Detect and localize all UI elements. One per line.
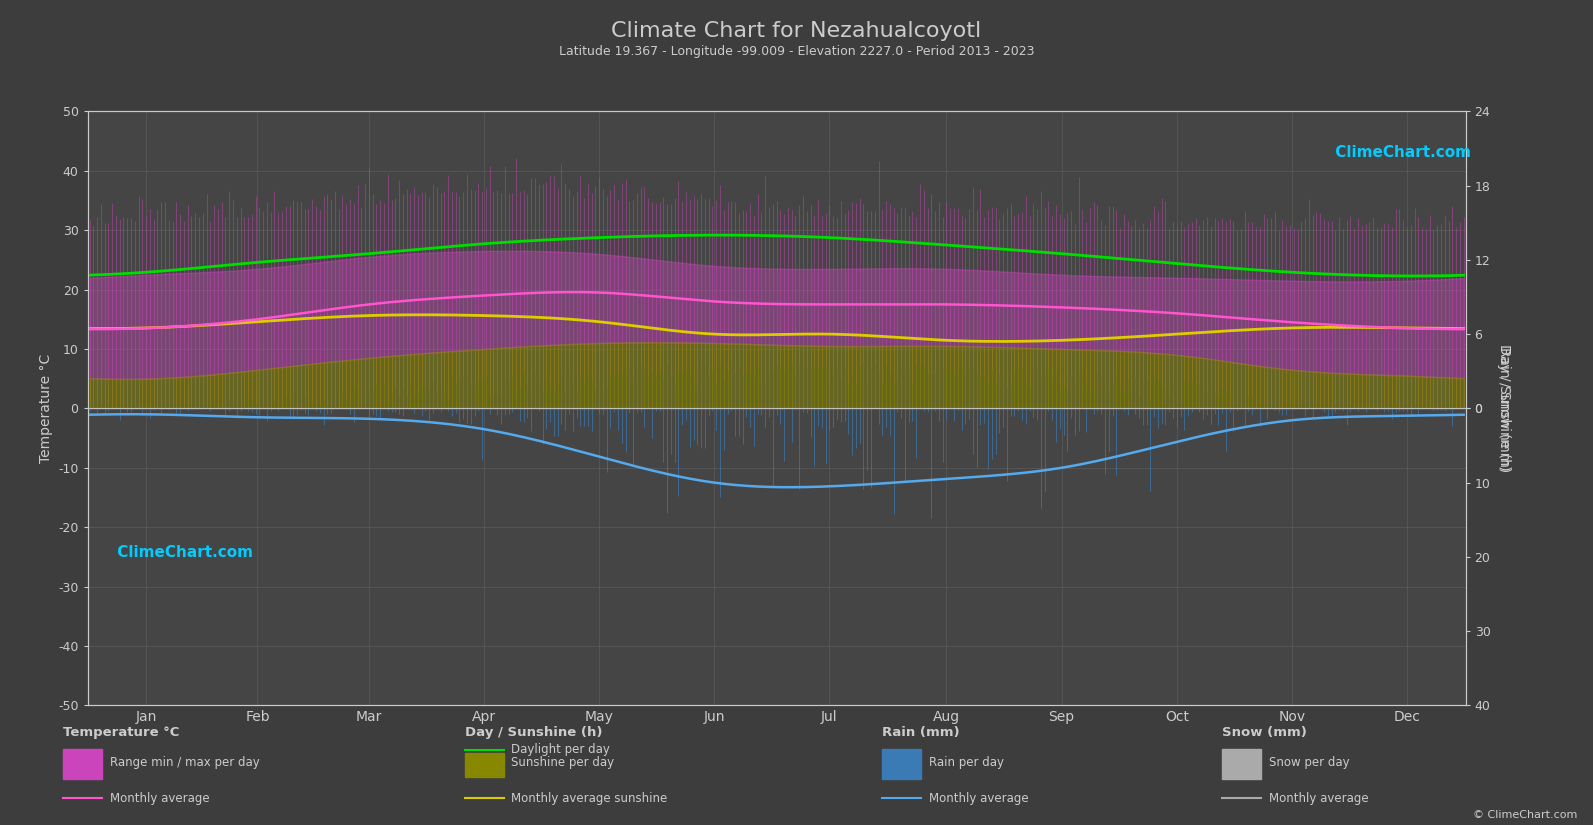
Text: ClimeChart.com: ClimeChart.com <box>1330 145 1472 160</box>
Bar <box>64 749 102 779</box>
Text: Snow (mm): Snow (mm) <box>1222 726 1306 739</box>
Text: Temperature °C: Temperature °C <box>64 726 180 739</box>
Text: Range min / max per day: Range min / max per day <box>110 757 260 769</box>
Bar <box>1222 749 1260 779</box>
Y-axis label: Rain / Snow (mm): Rain / Snow (mm) <box>1497 346 1512 470</box>
Text: © ClimeChart.com: © ClimeChart.com <box>1474 809 1577 820</box>
Text: ClimeChart.com: ClimeChart.com <box>112 545 253 560</box>
Bar <box>883 749 921 779</box>
Text: Climate Chart for Nezahualcoyotl: Climate Chart for Nezahualcoyotl <box>612 21 981 40</box>
Text: Rain (mm): Rain (mm) <box>883 726 961 739</box>
Text: Latitude 19.367 - Longitude -99.009 - Elevation 2227.0 - Period 2013 - 2023: Latitude 19.367 - Longitude -99.009 - El… <box>559 45 1034 59</box>
Text: Monthly average: Monthly average <box>929 792 1027 804</box>
Text: Monthly average: Monthly average <box>1268 792 1368 804</box>
Text: Snow per day: Snow per day <box>1268 757 1349 769</box>
Text: Day / Sunshine (h): Day / Sunshine (h) <box>465 726 602 739</box>
Text: Sunshine per day: Sunshine per day <box>511 757 615 769</box>
Text: Daylight per day: Daylight per day <box>511 743 610 757</box>
Text: Monthly average sunshine: Monthly average sunshine <box>511 792 667 804</box>
Bar <box>465 753 503 777</box>
Y-axis label: Day / Sunshine (h): Day / Sunshine (h) <box>1497 344 1512 473</box>
Text: Rain per day: Rain per day <box>929 757 1004 769</box>
Text: Monthly average: Monthly average <box>110 792 209 804</box>
Y-axis label: Temperature °C: Temperature °C <box>38 354 53 463</box>
